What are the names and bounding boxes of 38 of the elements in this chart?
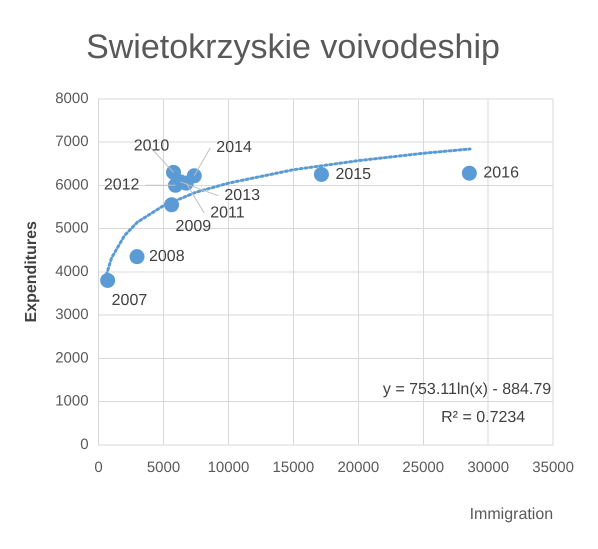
x-tick-label: 35000 bbox=[532, 458, 574, 476]
annotation: 2016 bbox=[483, 164, 520, 182]
x-tick-label: 25000 bbox=[402, 458, 444, 476]
y-tick-label: 1000 bbox=[55, 392, 89, 410]
y-tick-label: 6000 bbox=[55, 176, 89, 194]
y-tick-label: 3000 bbox=[55, 306, 89, 324]
y-tick-label: 8000 bbox=[55, 90, 89, 107]
point bbox=[314, 166, 329, 182]
x-tick-label: 30000 bbox=[467, 458, 510, 476]
y-axis-title: Expenditures bbox=[23, 221, 40, 322]
annotation: 2012 bbox=[104, 176, 140, 194]
point bbox=[100, 272, 116, 288]
point bbox=[130, 249, 145, 264]
x-tick-label: 0 bbox=[94, 458, 103, 476]
annotation: 2014 bbox=[216, 139, 252, 156]
annotation: 2008 bbox=[149, 248, 185, 266]
annotation: 2007 bbox=[112, 292, 148, 309]
point bbox=[186, 168, 202, 184]
y-tick-label: 4000 bbox=[55, 262, 89, 280]
y-tick-label: 5000 bbox=[55, 220, 89, 237]
point bbox=[462, 166, 477, 181]
annotation: 2015 bbox=[335, 166, 372, 183]
y-tick-label: 7000 bbox=[55, 133, 89, 150]
annotation: 2009 bbox=[176, 218, 212, 236]
annotation: 2011 bbox=[210, 204, 245, 222]
annotation: 2010 bbox=[134, 138, 170, 155]
annotation: 2013 bbox=[224, 187, 260, 204]
x-tick-label: 10000 bbox=[208, 458, 250, 476]
y-tick-label: 2000 bbox=[55, 349, 89, 366]
x-tick-label: 15000 bbox=[272, 458, 314, 476]
x-tick-label: 5000 bbox=[146, 458, 180, 476]
point bbox=[164, 197, 180, 212]
annotation: y = 753.11ln(x) - 884.79 bbox=[382, 381, 552, 398]
x-axis-title: Immigration bbox=[470, 506, 554, 523]
y-tick-label: 0 bbox=[80, 436, 89, 453]
chart-title: Swietokrzyskie voivodeship bbox=[86, 28, 500, 66]
x-tick-label: 20000 bbox=[337, 458, 380, 476]
annotation: R² = 0.7234 bbox=[441, 409, 526, 426]
